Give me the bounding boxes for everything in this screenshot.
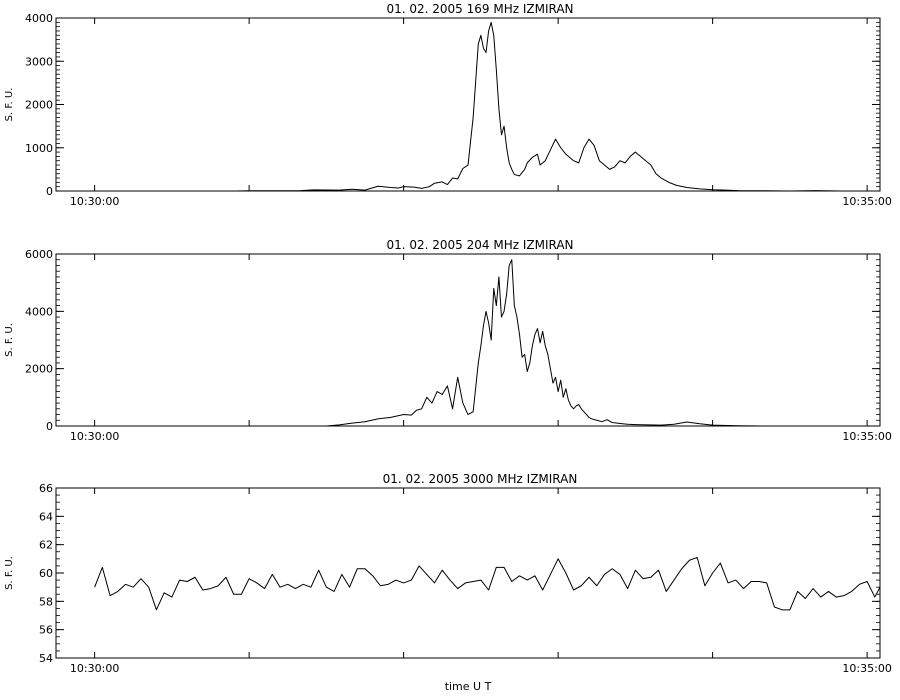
y-tick-label: 54: [39, 652, 53, 665]
x-tick-label: 10:35:00: [842, 662, 891, 675]
x-tick-label: 10:30:00: [70, 195, 119, 208]
y-tick-label: 66: [39, 482, 53, 495]
y-tick-label: 4000: [25, 305, 53, 318]
panels: 01. 02. 2005 169 MHz IZMIRAN S. F. U. 0 100…: [4, 2, 892, 675]
y-tick-label: 62: [39, 539, 53, 552]
x-tick-label: 10:30:00: [70, 662, 119, 675]
y-tick-label: 58: [39, 595, 53, 608]
x-axis-label: time U T: [445, 680, 492, 693]
plot-frame: [55, 253, 881, 427]
chart-title: 01. 02. 2005 3000 MHz IZMIRAN: [383, 472, 578, 486]
y-axis-label: S. F. U.: [4, 556, 15, 590]
chart-panel-1: 01. 02. 2005 169 MHz IZMIRAN S. F. U. 0 100…: [4, 2, 892, 208]
chart-panel-3: 01. 02. 2005 3000 MHz IZMIRAN S. F. U. 54 5…: [4, 472, 892, 675]
y-tick-label: 6000: [25, 248, 53, 261]
y-tick-label: 4000: [25, 12, 53, 25]
x-tick-label: 10:30:00: [70, 430, 119, 443]
y-tick-label: 2000: [25, 99, 53, 112]
series-line: [94, 21, 880, 192]
y-tick-label: 0: [46, 420, 53, 433]
series-line: [94, 259, 880, 427]
y-tick-label: 0: [46, 185, 53, 198]
x-tick-label: 10:35:00: [842, 430, 891, 443]
chart-panel-2: 01. 02. 2005 204 MHz IZMIRAN S. F. U. 0 200…: [4, 238, 892, 443]
y-tick-label: 60: [39, 567, 53, 580]
chart-title: 01. 02. 2005 169 MHz IZMIRAN: [386, 2, 573, 16]
y-tick-label: 64: [39, 510, 53, 523]
plot-frame: [55, 487, 881, 659]
y-tick-label: 3000: [25, 55, 53, 68]
y-tick-label: 2000: [25, 363, 53, 376]
chart-title: 01. 02. 2005 204 MHz IZMIRAN: [386, 238, 573, 252]
y-axis-label: S. F. U.: [4, 88, 15, 122]
y-axis-label: S. F. U.: [4, 323, 15, 357]
x-tick-label: 10:35:00: [842, 195, 891, 208]
y-tick-label: 56: [39, 624, 53, 637]
y-tick-label: 1000: [25, 142, 53, 155]
series-line: [94, 556, 881, 611]
